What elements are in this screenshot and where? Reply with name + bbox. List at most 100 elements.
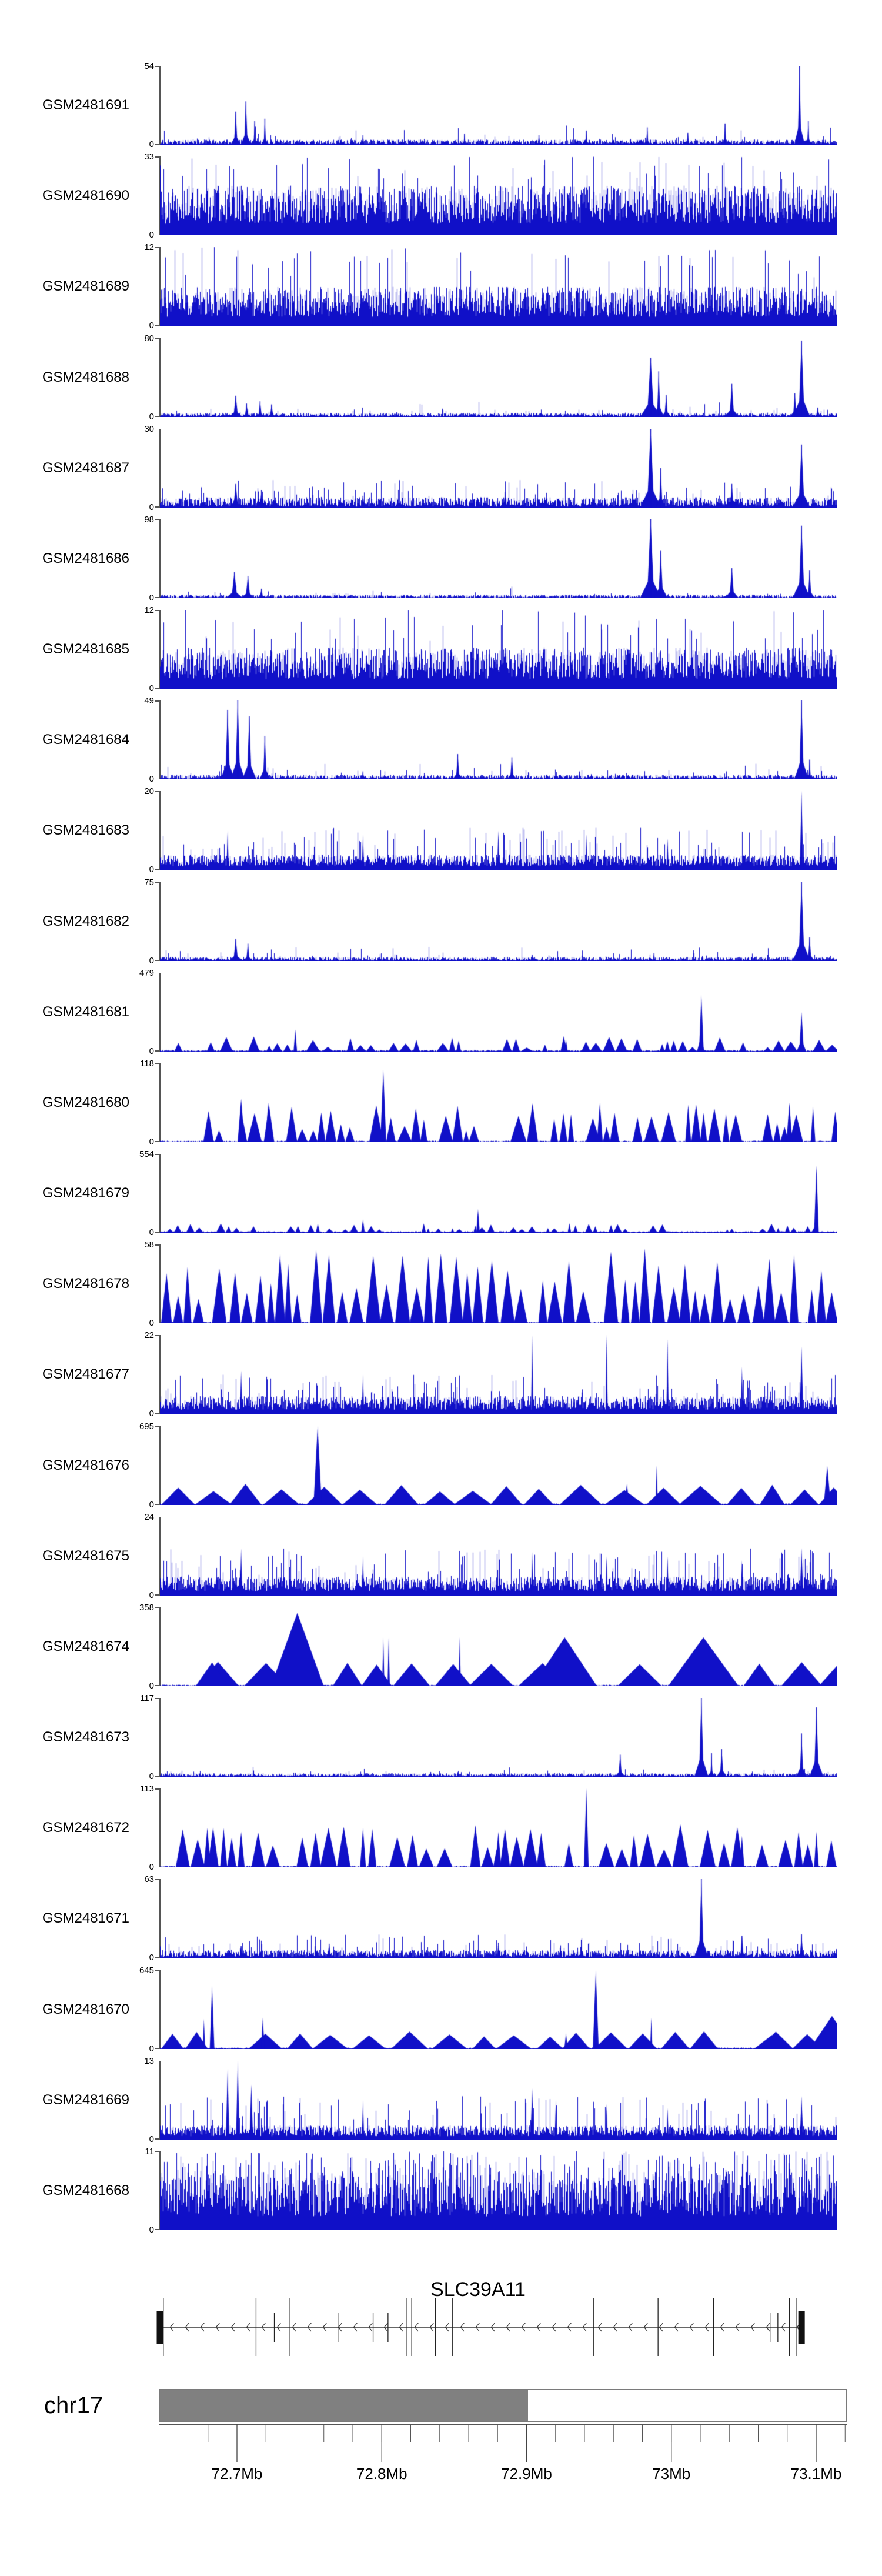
yaxis-top-tick [155,1970,159,1971]
yaxis-max-value: 22 [144,1330,154,1341]
coverage-signal-plot [160,791,837,870]
yaxis-zero-value: 0 [149,2224,154,2235]
sample-name-label: GSM2481689 [42,278,129,295]
yaxis-zero-value: 0 [149,1862,154,1873]
yaxis-bottom-tick [155,1504,159,1505]
yaxis-bottom-tick [155,1685,159,1686]
yaxis-line [159,882,161,961]
yaxis-zero-value: 0 [149,1499,154,1510]
yaxis-top-tick [155,1516,159,1518]
sample-name-label: GSM2481684 [42,732,129,748]
yaxis-top-tick [155,1244,159,1246]
sample-track: GSM2481679 554 0 [0,1150,882,1237]
yaxis-max-value: 12 [144,605,154,616]
sample-track: GSM2481668 11 0 [0,2147,882,2234]
yaxis-bottom-tick [155,1594,159,1596]
yaxis-zero-value: 0 [149,1318,154,1329]
yaxis-line [159,1970,161,2049]
sample-track: GSM2481684 49 0 [0,696,882,783]
coverage-signal-plot [160,156,837,236]
yaxis-bottom-tick [155,1413,159,1414]
yaxis-bottom-tick [155,506,159,508]
sample-track: GSM2481673 117 0 [0,1694,882,1781]
yaxis-max-value: 75 [144,877,154,887]
sample-name-label: GSM2481677 [42,1366,129,1383]
yaxis-zero-value: 0 [149,1409,154,1419]
sample-name-label: GSM2481682 [42,913,129,929]
axis-tick-label: 72.8Mb [356,2465,407,2482]
sample-track: GSM2481688 80 0 [0,334,882,421]
axis-tick-label: 73Mb [652,2465,691,2482]
yaxis-bottom-tick [155,778,159,780]
yaxis-max-value: 33 [144,152,154,162]
sample-name-label: GSM2481680 [42,1094,129,1110]
yaxis-max-value: 13 [144,2056,154,2066]
yaxis-max-value: 80 [144,333,154,343]
coverage-signal-plot [160,1244,837,1324]
yaxis-max-value: 479 [139,967,154,978]
yaxis-bottom-tick [155,869,159,870]
coverage-signal-plot [160,610,837,689]
yaxis-max-value: 118 [140,1058,154,1069]
yaxis-bottom-tick [155,325,159,326]
yaxis-zero-value: 0 [149,2043,154,2054]
yaxis-bottom-tick [155,597,159,598]
yaxis-bottom-tick [155,1141,159,1142]
axis-tick-label: 72.9Mb [501,2465,552,2482]
yaxis-line [159,338,161,417]
yaxis-bottom-tick [155,1322,159,1324]
sample-track: GSM2481676 695 0 [0,1422,882,1509]
yaxis-bottom-tick [155,1050,159,1052]
yaxis-bottom-tick [155,688,159,689]
yaxis-top-tick [155,2151,159,2153]
yaxis-max-value: 30 [144,423,154,434]
yaxis-max-value: 11 [145,2146,154,2157]
yaxis-top-tick [155,1607,159,1609]
coverage-signal-plot [160,1516,837,1596]
yaxis-zero-value: 0 [149,2134,154,2144]
yaxis-max-value: 49 [144,696,154,706]
yaxis-line [159,2060,161,2140]
yaxis-top-tick [155,1063,159,1065]
yaxis-top-tick [155,882,159,883]
coverage-signal-plot [160,1154,837,1233]
axis-tick-label: 72.7Mb [211,2465,263,2482]
yaxis-line [159,1063,161,1142]
coverage-signal-plot [160,1335,837,1414]
coverage-signal-plot [160,882,837,961]
sample-name-label: GSM2481672 [42,1820,129,1836]
yaxis-zero-value: 0 [149,1136,154,1147]
sample-name-label: GSM2481681 [42,1003,129,1020]
yaxis-zero-value: 0 [149,1680,154,1691]
coverage-signal-plot [160,972,837,1052]
yaxis-line [159,1516,161,1596]
coverage-signal-plot [160,247,837,326]
sample-name-label: GSM2481688 [42,369,129,385]
yaxis-max-value: 98 [144,514,154,525]
yaxis-top-tick [155,1879,159,1880]
yaxis-line [159,1244,161,1324]
yaxis-bottom-tick [155,1957,159,1958]
coverage-signal-plot [160,66,837,145]
yaxis-max-value: 20 [144,786,154,797]
yaxis-top-tick [155,338,159,339]
yaxis-top-tick [155,1698,159,1699]
yaxis-top-tick [155,700,159,702]
sample-name-label: GSM2481685 [42,641,129,658]
yaxis-bottom-tick [155,234,159,236]
yaxis-zero-value: 0 [149,865,154,875]
yaxis-bottom-tick [155,1776,159,1777]
yaxis-max-value: 117 [140,1693,154,1704]
yaxis-line [159,1698,161,1777]
yaxis-max-value: 695 [139,1421,154,1432]
sample-track: GSM2481691 54 0 [0,62,882,149]
yaxis-max-value: 554 [139,1149,154,1160]
gene-name-label: SLC39A11 [430,2278,526,2301]
sample-track: GSM2481677 22 0 [0,1331,882,1418]
yaxis-line [159,66,161,145]
sample-name-label: GSM2481691 [42,97,129,113]
yaxis-max-value: 24 [144,1511,154,1522]
yaxis-zero-value: 0 [149,411,154,422]
yaxis-line [159,700,161,780]
yaxis-line [159,1426,161,1505]
